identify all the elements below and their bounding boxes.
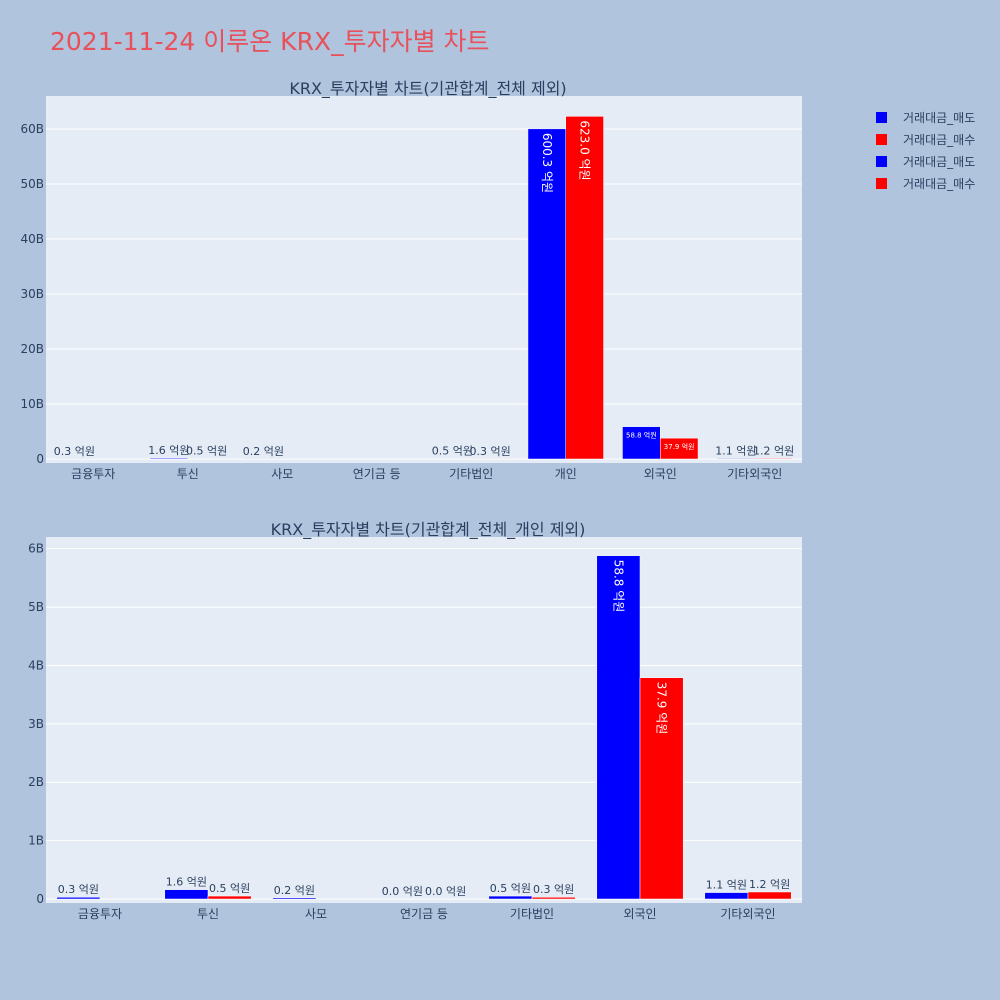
legend-item[interactable]: 거래대금_매수 [876, 172, 975, 194]
legend[interactable]: 거래대금_매도 거래대금_매수 거래대금_매도 거래대금_매수 [876, 106, 975, 194]
y-tick-label: 40B [20, 232, 44, 246]
legend-swatch [876, 133, 887, 145]
data-label: 1.2 억원 [753, 444, 794, 457]
data-label: 1.6 억원 [148, 444, 189, 457]
data-label: 58.8 억원 [611, 560, 625, 613]
y-tick-label: 3B [28, 717, 44, 731]
bar [488, 895, 533, 900]
legend-label: 거래대금_매수 [903, 176, 976, 191]
y-tick-label: 4B [28, 658, 44, 672]
bar [149, 457, 188, 460]
legend-swatch [876, 111, 887, 123]
legend-item[interactable]: 거래대금_매도 [876, 150, 975, 172]
y-tick-label: 60B [20, 122, 44, 136]
data-label: 623.0 억원 [578, 120, 592, 180]
y-tick-label: 2B [28, 775, 44, 789]
bar [754, 458, 793, 460]
legend-item[interactable]: 거래대금_매도 [876, 106, 975, 128]
data-label: 0.3 억원 [470, 445, 511, 458]
data-label: 600.3 억원 [540, 133, 554, 193]
data-label: 1.1 억원 [706, 879, 747, 892]
bar [704, 892, 749, 900]
data-label: 0.5 억원 [432, 445, 473, 458]
y-tick-label: 6B [28, 542, 44, 556]
y-tick-label: 20B [20, 342, 44, 356]
x-tick-label: 사모 [305, 907, 327, 921]
data-label: 37.9 억원 [664, 442, 695, 451]
chart-title: KRX_투자자별 차트(기관합계_전체 제외) [289, 79, 566, 99]
data-label: 0.3 억원 [58, 883, 99, 896]
bar [164, 889, 209, 900]
x-tick-label: 외국인 [623, 907, 656, 921]
plot-area [46, 96, 802, 463]
legend-item[interactable]: 거래대금_매수 [876, 128, 975, 150]
data-label: 0.3 억원 [533, 883, 574, 896]
x-tick-label: 기타법인 [449, 467, 493, 481]
bar [596, 555, 641, 900]
data-label: 1.1 억원 [715, 444, 756, 457]
legend-swatch [876, 177, 887, 189]
x-tick-label: 외국인 [644, 467, 677, 481]
y-tick-label: 5B [28, 600, 44, 614]
data-label: 0.0 억원 [425, 885, 466, 898]
bar [716, 458, 756, 460]
legend-label: 거래대금_매도 [903, 154, 976, 169]
x-tick-label: 기타외국인 [727, 467, 782, 481]
data-label: 0.0 억원 [382, 885, 423, 898]
page-title: 2021-11-24 이루온 KRX_투자자별 차트 [50, 27, 490, 56]
legend-swatch [876, 155, 887, 167]
y-tick-label: 0 [36, 452, 44, 466]
bar [527, 128, 567, 460]
bar [747, 891, 792, 900]
data-label: 1.6 억원 [166, 876, 207, 889]
bar [622, 426, 661, 460]
data-label: 0.3 억원 [54, 445, 95, 458]
x-tick-label: 금융투자 [71, 467, 115, 481]
bar [660, 437, 699, 460]
plot-area [46, 537, 802, 903]
legend-label: 거래대금_매도 [903, 110, 976, 125]
x-tick-label: 사모 [271, 467, 293, 481]
y-tick-label: 50B [20, 177, 44, 191]
x-tick-label: 개인 [555, 467, 577, 481]
x-tick-label: 연기금 등 [400, 907, 448, 921]
data-label: 0.2 억원 [243, 445, 284, 458]
y-tick-label: 10B [20, 397, 44, 411]
bar [639, 677, 684, 900]
x-tick-label: 투신 [177, 467, 199, 481]
x-tick-label: 투신 [197, 907, 219, 921]
legend-label: 거래대금_매수 [903, 132, 976, 147]
x-tick-label: 기타외국인 [720, 907, 775, 921]
y-tick-label: 1B [28, 834, 44, 848]
chart-title: KRX_투자자별 차트(기관합계_전체_개인 제외) [271, 520, 586, 540]
data-label: 0.5 억원 [209, 882, 250, 895]
x-tick-label: 기타법인 [510, 907, 554, 921]
y-tick-label: 30B [20, 287, 44, 301]
data-label: 1.2 억원 [749, 878, 790, 891]
data-label: 0.2 억원 [274, 884, 315, 897]
data-label: 58.8 억원 [626, 431, 657, 440]
x-tick-label: 연기금 등 [353, 467, 401, 481]
data-label: 0.5 억원 [186, 445, 227, 458]
data-label: 37.9 억원 [655, 682, 669, 735]
data-label: 0.5 억원 [490, 882, 531, 895]
x-tick-label: 금융투자 [78, 907, 122, 921]
y-tick-label: 0 [36, 892, 44, 906]
bar [565, 116, 604, 460]
bar [531, 896, 576, 900]
bar [207, 895, 252, 900]
bar [56, 896, 101, 900]
bar [272, 897, 317, 900]
